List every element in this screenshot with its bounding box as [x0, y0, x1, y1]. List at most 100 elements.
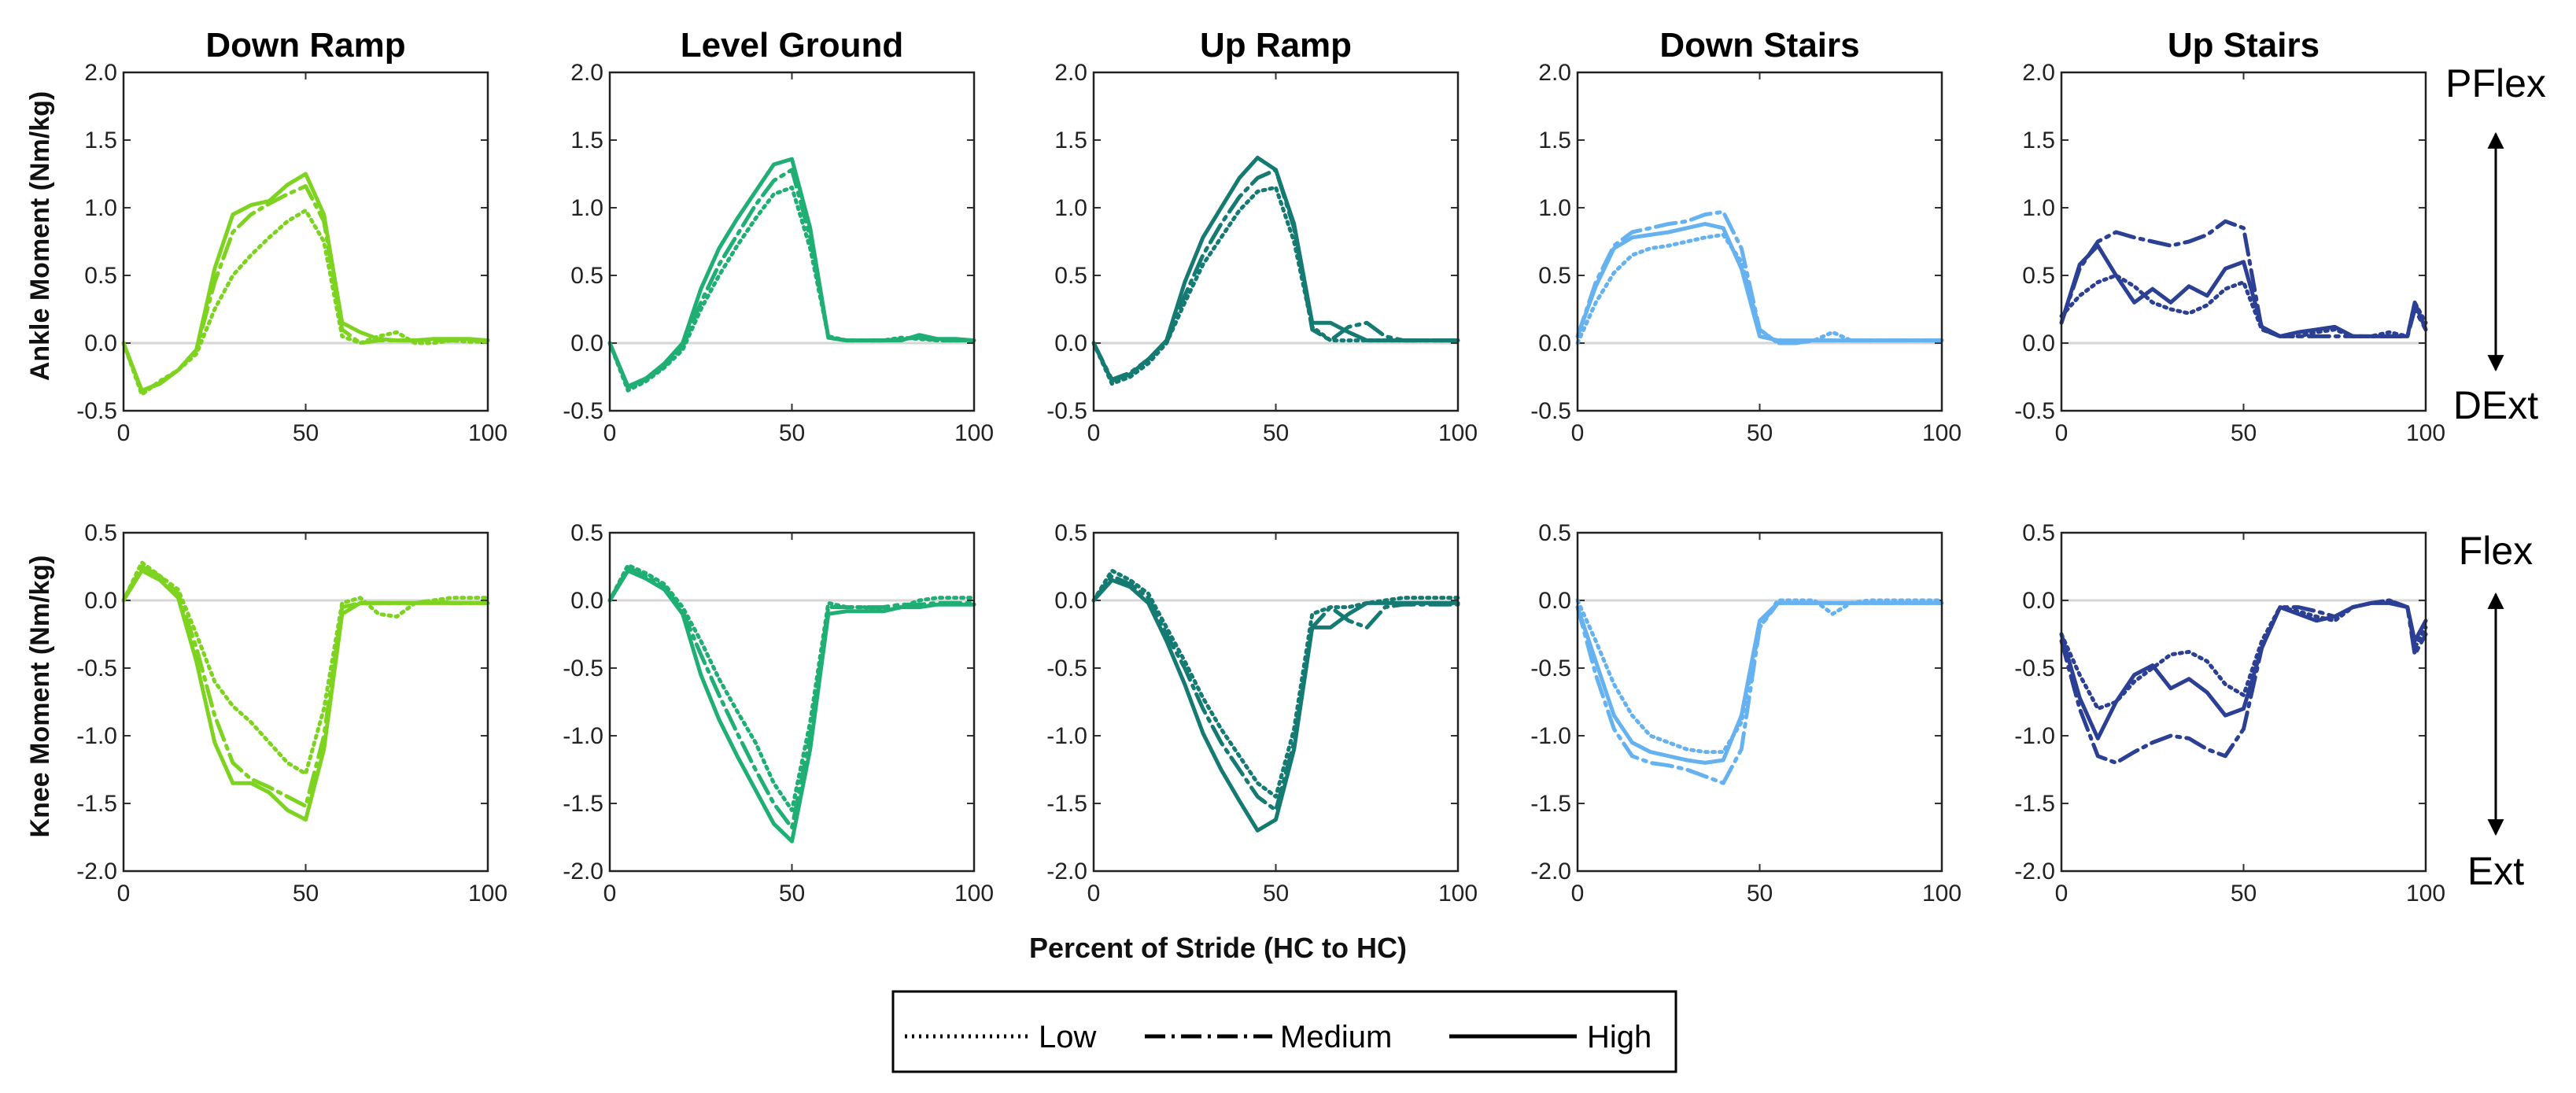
ankle-down-ramp-xtick-label: 100 — [468, 420, 507, 446]
knee-up-stairs-xtick-label: 100 — [2406, 881, 2445, 907]
ankle-up-ramp-ytick-label: 0.5 — [1054, 263, 1087, 289]
ankle-down-ramp-series-high — [121, 172, 490, 393]
ankle-down-stairs-panel: Down Stairs 2.0 1.5 1.0 0.5 0.0 -0.50 50 100 — [1530, 26, 1962, 446]
knee-up-ramp-ytick-label: -0.5 — [1046, 655, 1087, 681]
ankle-down-ramp-ytick-label: 1.5 — [84, 127, 117, 153]
knee-up-stairs-frame — [2060, 531, 2427, 873]
knee-up-ramp-ytick-label: -1.0 — [1046, 723, 1087, 749]
pflex-label: PFlex — [2445, 61, 2546, 105]
ankle-level-ground-ytick-label: 0.0 — [570, 330, 603, 356]
panel-title-level-ground: Level Ground — [681, 26, 904, 65]
knee-down-ramp-xtick-label: 0 — [117, 881, 131, 907]
knee-down-ramp-panel: 0.5 0.0 -0.5 -1.0 -1.5 -2.00 50 100 — [76, 520, 507, 907]
ankle-down-stairs-ytick-label: 1.5 — [1538, 127, 1571, 153]
ankle-down-stairs-ytick-label: 0.0 — [1538, 330, 1571, 356]
knee-down-stairs-xtick-label: 0 — [1571, 881, 1585, 907]
ankle-up-stairs-xtick-label: 0 — [2055, 420, 2069, 446]
ankle-up-stairs-series-high — [2059, 243, 2428, 338]
ankle-down-ramp-series-medium — [121, 184, 490, 394]
panel-title-up-ramp: Up Ramp — [1200, 26, 1352, 65]
ankle-up-ramp-series-high — [1091, 155, 1460, 383]
knee-moment-ylabel: Knee Moment (Nm/kg) — [25, 556, 55, 838]
knee-level-ground-ytick-label: -2.0 — [563, 859, 603, 884]
ankle-level-ground-xtick-label: 0 — [603, 420, 617, 446]
knee-up-ramp-ytick-label: 0.0 — [1054, 588, 1087, 614]
knee-level-ground-ytick-label: 0.0 — [570, 588, 603, 614]
ankle-level-ground-series-medium — [607, 168, 976, 390]
knee-down-ramp-frame — [122, 531, 489, 873]
ankle-up-ramp-panel: Up Ramp 2.0 1.5 1.0 0.5 0.0 -0.50 50 100 — [1046, 26, 1478, 446]
knee-level-ground-frame — [608, 531, 976, 873]
knee-level-ground-xtick-label: 100 — [954, 881, 994, 907]
knee-up-ramp-series-high — [1091, 578, 1460, 833]
ankle-down-stairs-xtick-label: 100 — [1922, 420, 1962, 446]
legend-label-high: High — [1587, 1020, 1652, 1054]
ankle-up-ramp-xtick-label: 100 — [1438, 420, 1478, 446]
knee-down-ramp-xtick-label: 100 — [468, 881, 507, 907]
knee-down-stairs-frame — [1576, 531, 1943, 873]
ankle-down-stairs-series-high — [1575, 222, 1944, 343]
ankle-level-ground-panel: Level Ground 2.0 1.5 1.0 0.5 0.0 -0.50 50 100 — [563, 26, 994, 446]
knee-down-ramp-series-high — [121, 568, 490, 822]
ankle-down-ramp-ytick-label: 1.0 — [84, 195, 117, 221]
ankle-level-ground-ytick-label: -0.5 — [563, 398, 603, 424]
ankle-level-ground-xtick-label: 50 — [779, 420, 805, 446]
knee-down-stairs-xtick-label: 50 — [1747, 881, 1773, 907]
ankle-down-ramp-xtick-label: 50 — [293, 420, 319, 446]
knee-up-stairs-ytick-label: -0.5 — [2014, 655, 2055, 681]
panel-title-down-stairs: Down Stairs — [1659, 26, 1859, 65]
knee-up-stairs-series-low — [2059, 598, 2428, 711]
knee-down-stairs-ytick-label: -1.5 — [1530, 791, 1571, 817]
knee-down-stairs-panel: 0.5 0.0 -0.5 -1.0 -1.5 -2.00 50 100 — [1530, 520, 1962, 907]
knee-up-ramp-ytick-label: 0.5 — [1054, 520, 1087, 546]
ankle-down-stairs-series-medium — [1575, 209, 1944, 345]
knee-up-ramp-series-low — [1091, 568, 1460, 799]
knee-level-ground-series-high — [607, 568, 976, 844]
knee-up-stairs-ytick-label: 0.5 — [2022, 520, 2055, 546]
ankle-up-ramp-xtick-label: 50 — [1263, 420, 1289, 446]
knee-level-ground-ytick-label: -0.5 — [563, 655, 603, 681]
knee-level-ground-xtick-label: 50 — [779, 881, 805, 907]
knee-down-ramp-ytick-label: -1.5 — [76, 791, 117, 817]
ankle-down-stairs-ytick-label: -0.5 — [1530, 398, 1571, 424]
knee-up-stairs-panel: 0.5 0.0 -0.5 -1.0 -1.5 -2.00 50 100 — [2014, 520, 2445, 907]
panel-title-up-stairs: Up Stairs — [2168, 26, 2320, 65]
ankle-up-ramp-series-low — [1091, 185, 1460, 386]
knee-down-ramp-ytick-label: -0.5 — [76, 655, 117, 681]
dext-label: DExt — [2453, 383, 2538, 427]
knee-down-stairs-ytick-label: -0.5 — [1530, 655, 1571, 681]
ankle-up-stairs-ytick-label: -0.5 — [2014, 398, 2055, 424]
ankle-up-ramp-ytick-label: 0.0 — [1054, 330, 1087, 356]
ankle-up-stairs-ytick-label: 0.5 — [2022, 263, 2055, 289]
ankle-up-ramp-xtick-label: 0 — [1087, 420, 1101, 446]
x-axis-label: Percent of Stride (HC to HC) — [1029, 932, 1407, 964]
knee-up-stairs-series-medium — [2059, 598, 2428, 765]
ankle-down-stairs-ytick-label: 0.5 — [1538, 263, 1571, 289]
knee-up-ramp-ytick-label: -2.0 — [1046, 859, 1087, 884]
ankle-level-ground-ytick-label: 0.5 — [570, 263, 603, 289]
ankle-up-ramp-ytick-label: 2.0 — [1054, 60, 1087, 86]
knee-up-stairs-ytick-label: 0.0 — [2022, 588, 2055, 614]
ankle-up-stairs-ytick-label: 1.0 — [2022, 195, 2055, 221]
ankle-up-ramp-ytick-label: 1.5 — [1054, 127, 1087, 153]
knee-up-stairs-ytick-label: -2.0 — [2014, 859, 2055, 884]
knee-level-ground-panel: 0.5 0.0 -0.5 -1.0 -1.5 -2.00 50 100 — [563, 520, 994, 907]
ankle-level-ground-frame — [608, 71, 976, 412]
ankle-down-ramp-ytick-label: 0.5 — [84, 263, 117, 289]
ankle-level-ground-ytick-label: 2.0 — [570, 60, 603, 86]
knee-down-stairs-ytick-label: -2.0 — [1530, 859, 1571, 884]
knee-up-ramp-xtick-label: 50 — [1263, 881, 1289, 907]
knee-level-ground-ytick-label: -1.0 — [563, 723, 603, 749]
knee-up-stairs-xtick-label: 50 — [2231, 881, 2257, 907]
ankle-moment-ylabel: Ankle Moment (Nm/kg) — [25, 91, 55, 381]
ankle-up-stairs-panel: Up Stairs 2.0 1.5 1.0 0.5 0.0 -0.50 50 100 — [2014, 26, 2445, 446]
knee-up-ramp-xtick-label: 100 — [1438, 881, 1478, 907]
ankle-level-ground-series-high — [607, 157, 976, 389]
ankle-up-ramp-ytick-label: -0.5 — [1046, 398, 1087, 424]
ankle-down-ramp-ytick-label: 0.0 — [84, 330, 117, 356]
knee-down-stairs-ytick-label: 0.5 — [1538, 520, 1571, 546]
ankle-down-stairs-ytick-label: 1.0 — [1538, 195, 1571, 221]
knee-level-ground-xtick-label: 0 — [603, 881, 617, 907]
knee-down-ramp-ytick-label: 0.5 — [84, 520, 117, 546]
